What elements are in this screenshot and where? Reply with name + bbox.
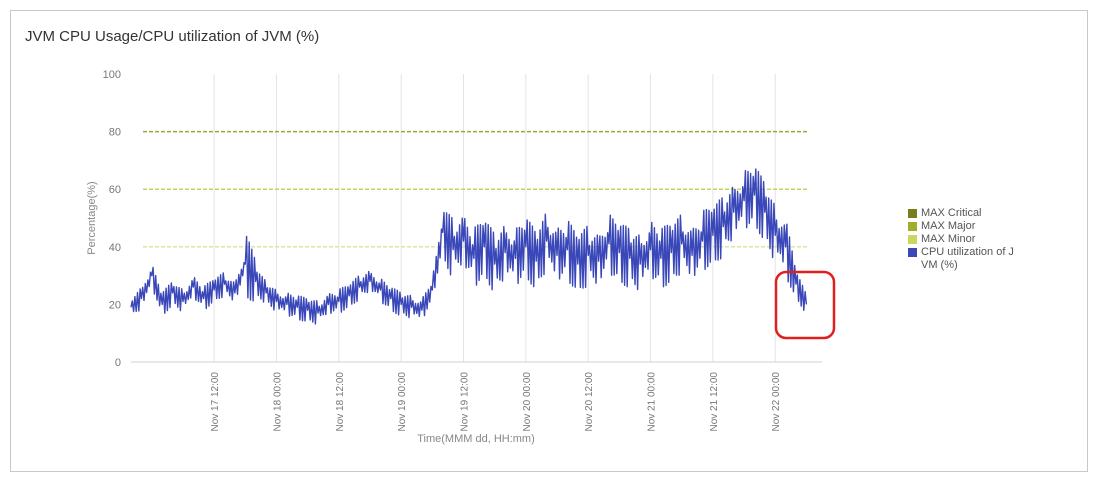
x-axis-title: Time(MMM dd, HH:mm) [417, 433, 535, 445]
x-tick-label: Nov 21 00:00 [647, 372, 658, 432]
y-tick-label: 80 [109, 127, 121, 139]
x-tick-label: Nov 19 00:00 [397, 372, 408, 432]
y-tick-label: 0 [115, 357, 121, 369]
chart-title: JVM CPU Usage/CPU utilization of JVM (%) [25, 28, 320, 45]
x-tick-label: Nov 18 12:00 [335, 372, 346, 432]
legend-label: MAX Critical [921, 207, 982, 219]
y-tick-label: 40 [109, 242, 121, 254]
y-tick-label: 20 [109, 299, 121, 311]
x-tick-label: Nov 22 00:00 [771, 372, 782, 432]
highlight-annotation [774, 270, 836, 340]
series-line-cpu-utilization [130, 168, 808, 325]
x-tick-label: Nov 18 00:00 [272, 372, 283, 432]
legend-label: MAX Major [921, 220, 976, 232]
legend-swatch [908, 248, 917, 257]
x-tick-label: Nov 19 12:00 [460, 372, 471, 432]
x-tick-label: Nov 20 12:00 [584, 372, 595, 432]
legend-item[interactable]: CPU utilization of J VM (%) [908, 246, 1021, 272]
x-tick-label: Nov 21 12:00 [709, 372, 720, 432]
legend-swatch [908, 209, 917, 218]
x-tick-label: Nov 17 12:00 [210, 372, 221, 432]
legend-swatch [908, 222, 917, 231]
legend-swatch [908, 235, 917, 244]
y-axis-title: Percentage(%) [86, 181, 98, 254]
chart-legend: MAX Critical MAX Major MAX Minor CPU utiliz… [908, 207, 1021, 272]
legend-item[interactable]: MAX Minor [908, 233, 1021, 246]
legend-label: MAX Minor [921, 233, 976, 245]
y-tick-label: 100 [103, 69, 121, 81]
legend-label: CPU utilization of J VM (%) [921, 246, 1014, 271]
legend-item[interactable]: MAX Major [908, 220, 1021, 233]
y-tick-label: 60 [109, 184, 121, 196]
legend-item[interactable]: MAX Critical [908, 207, 1021, 220]
x-tick-label: Nov 20 00:00 [522, 372, 533, 432]
